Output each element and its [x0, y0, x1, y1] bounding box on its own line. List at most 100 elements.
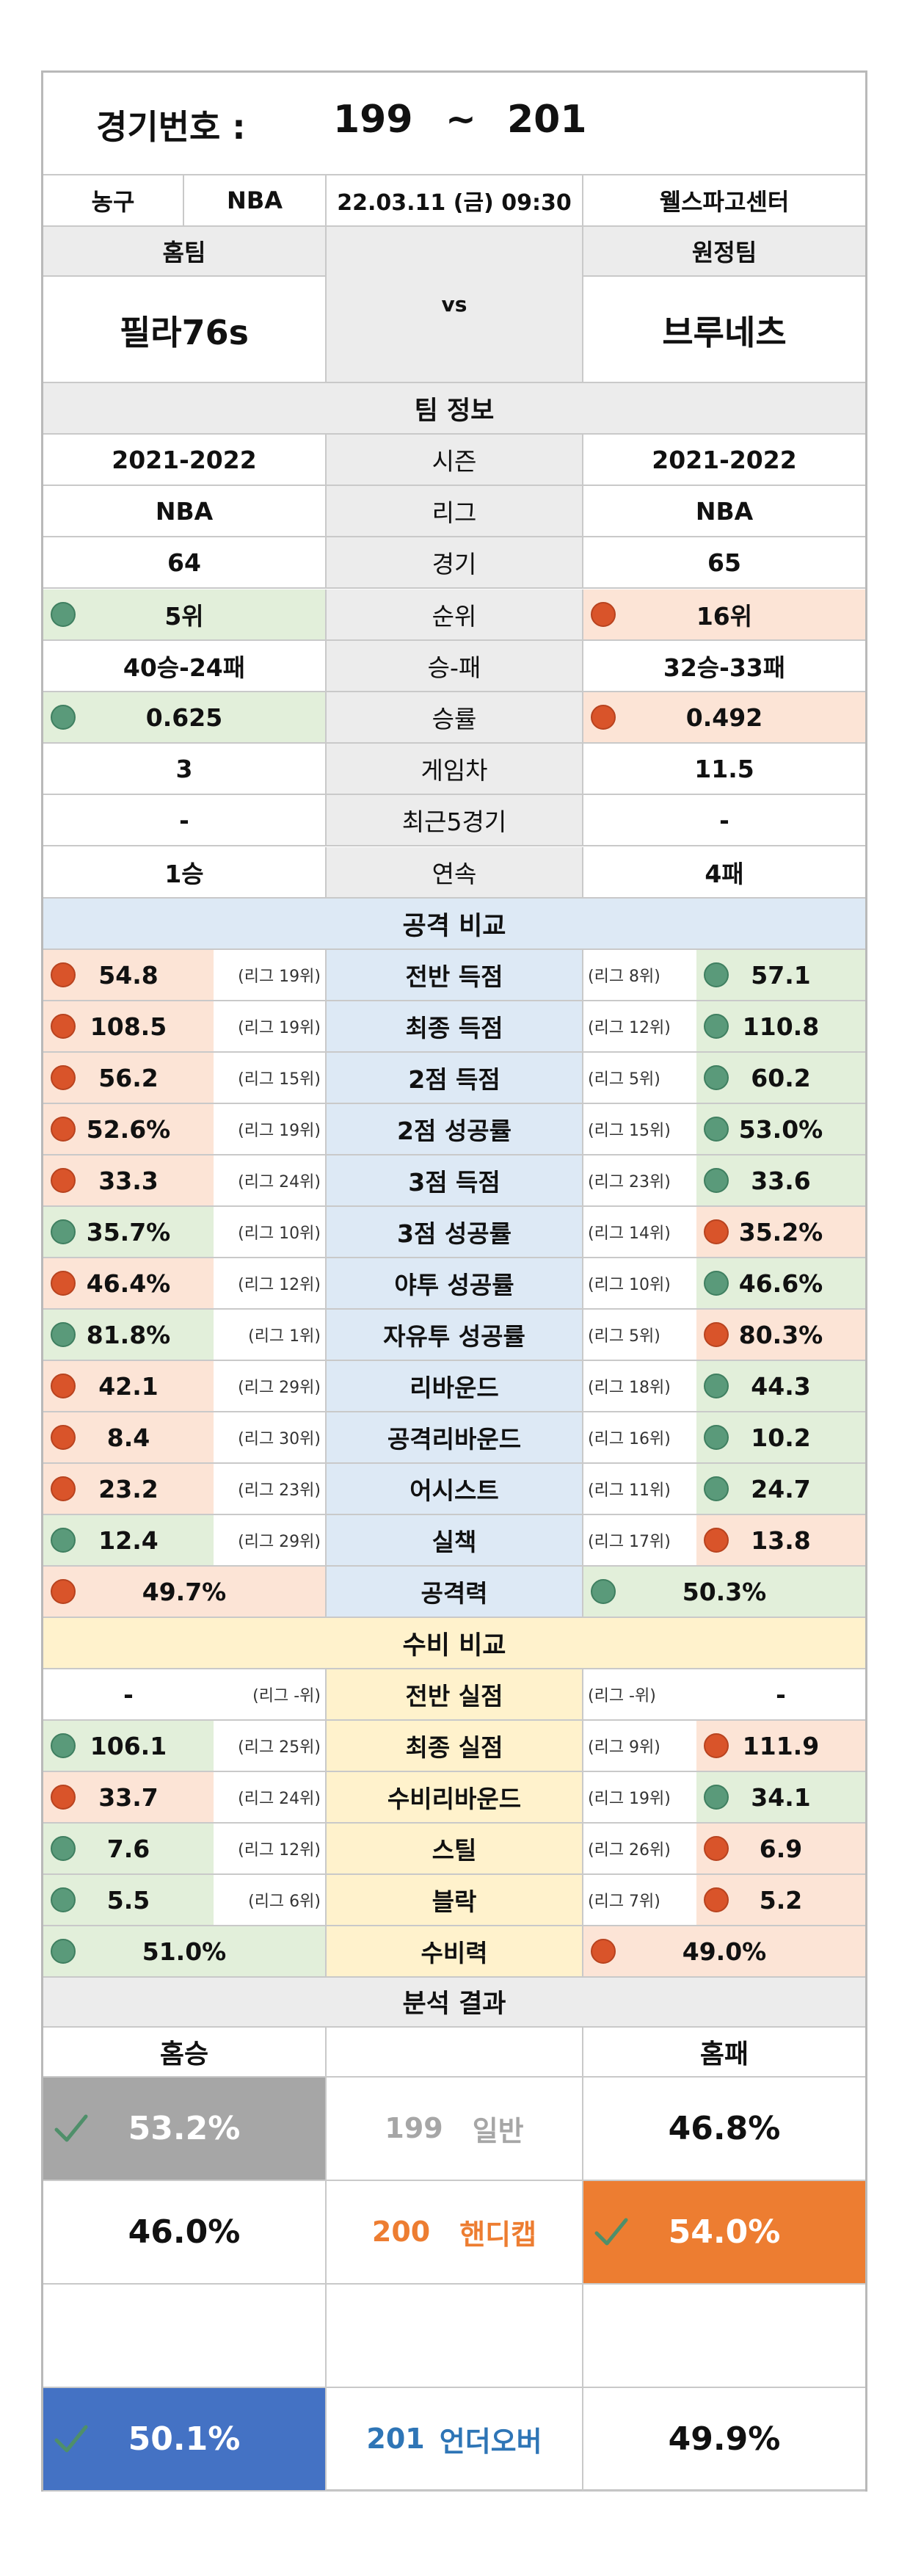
home-league-rank: (리그 12위)	[214, 1258, 327, 1308]
home-win-probability: 50.1%	[43, 2387, 327, 2490]
away-status-dot	[591, 1939, 616, 1964]
stat-label: 전반 득점	[327, 950, 583, 1000]
home-status-dot	[51, 1168, 76, 1193]
sport-cell: 농구	[43, 175, 184, 225]
blank-cell	[327, 2284, 583, 2387]
home-status-dot	[51, 1271, 76, 1296]
team-info-row: NBA 리그 NBA	[43, 486, 865, 537]
away-league-rank: (리그 5위)	[588, 1070, 660, 1089]
home-value: -	[123, 1680, 134, 1709]
home-league-rank: (리그 25위)	[214, 1721, 327, 1771]
away-team-name: 브루네츠	[662, 312, 787, 352]
home-league-rank: (리그 19위)	[214, 1001, 327, 1051]
away-league-rank: (리그 14위)	[588, 1224, 671, 1243]
bet-number: 200	[371, 2216, 431, 2249]
away-status-dot	[704, 1322, 729, 1347]
bet-number: 199	[385, 2112, 443, 2145]
attack-stat-row: 54.8 (리그 19위) 전반 득점 (리그 8위) 57.1	[43, 950, 865, 1001]
stat-label: 스틸	[327, 1824, 583, 1873]
stat-label: 수비리바운드	[327, 1772, 583, 1822]
away-status-dot	[704, 1271, 729, 1296]
stat-label: 자유투 성공률	[327, 1310, 583, 1360]
away-status-dot	[704, 1476, 729, 1501]
attack-stat-row: 108.5 (리그 19위) 최종 득점 (리그 12위) 110.8	[43, 1001, 865, 1053]
league-cell: NBA	[184, 175, 327, 225]
defense-title-text: 수비 비교	[402, 1630, 506, 1661]
away-total: 50.3%	[583, 1567, 865, 1617]
away-league-rank: (리그 15위)	[588, 1122, 671, 1140]
stat-label: 순위	[327, 589, 583, 639]
total-label: 수비력	[327, 1926, 583, 1976]
home-league-rank: (리그 30위)	[214, 1412, 327, 1462]
away-status-dot	[704, 1168, 729, 1193]
home-status-dot	[51, 1117, 76, 1142]
home-status-dot	[51, 1579, 76, 1604]
away-team-stat: 4패	[705, 860, 744, 888]
stat-label: 전반 실점	[327, 1669, 583, 1719]
away-league-rank: (리그 9위)	[588, 1738, 660, 1757]
stat-label: 최종 득점	[327, 1001, 583, 1051]
home-loss-probability: 46.8%	[668, 2109, 781, 2147]
away-status-dot	[704, 1836, 729, 1861]
home-win-probability: 46.0%	[43, 2180, 327, 2283]
total-label: 공격력	[327, 1567, 583, 1617]
attack-stat-row: 56.2 (리그 15위) 2점 득점 (리그 5위) 60.2	[43, 1053, 865, 1104]
home-league-rank: (리그 15위)	[214, 1053, 327, 1103]
team-info-row: - 최근5경기 -	[43, 795, 865, 846]
away-team-stat: 65	[707, 548, 741, 577]
blank-cell	[583, 2285, 865, 2387]
home-team-stat: NBA	[43, 486, 327, 536]
team-info-row: 3 게임차 11.5	[43, 744, 865, 795]
team-info-row: 2021-2022 시즌 2021-2022	[43, 435, 865, 486]
blank-cell	[43, 2284, 327, 2387]
bet-type-cell: 199 일반	[327, 2077, 583, 2180]
teams-row: 홈팀 필라76s vs 원정팀 브루네츠	[43, 227, 865, 383]
home-loss-probability: 49.9%	[668, 2420, 781, 2458]
match-number-header: 경기번호 : 199 ~ 201	[43, 73, 865, 175]
away-value: 110.8	[696, 1001, 865, 1051]
away-status-dot	[591, 602, 616, 627]
away-league-rank: (리그 11위)	[588, 1481, 671, 1500]
bet-type-name: 핸디캡	[459, 2218, 537, 2251]
home-status-dot	[51, 1939, 76, 1964]
defense-section-title: 수비 비교	[43, 1618, 865, 1669]
home-team-stat: 1승	[43, 847, 327, 897]
home-status-dot	[51, 1065, 76, 1090]
team-info-row: 1승 연속 4패	[43, 847, 865, 899]
home-status-dot	[51, 602, 76, 627]
away-status-dot	[704, 1785, 729, 1810]
away-league-rank: (리그 12위)	[588, 1019, 671, 1037]
stat-label: 3점 성공률	[327, 1207, 583, 1257]
home-status-dot	[51, 1528, 76, 1553]
match-card: 경기번호 : 199 ~ 201 농구 NBA 22.03.11 (금) 09:…	[41, 70, 867, 2492]
away-total: 49.0%	[583, 1926, 865, 1976]
stat-label: 2점 성공률	[327, 1104, 583, 1154]
analysis-blank-row	[43, 2284, 865, 2388]
away-status-dot	[704, 1528, 729, 1553]
away-league-rank: (리그 5위)	[588, 1327, 660, 1346]
home-loss-label: 홈패	[699, 2039, 749, 2069]
stat-label: 최근5경기	[327, 795, 583, 845]
home-status-dot	[51, 1322, 76, 1347]
attack-stat-row: 23.2 (리그 23위) 어시스트 (리그 11위) 24.7	[43, 1464, 865, 1515]
home-status-dot	[51, 1425, 76, 1450]
stat-label: 리그	[327, 486, 583, 536]
home-league-rank: (리그 19위)	[214, 950, 327, 1000]
home-total: 51.0%	[43, 1926, 327, 1976]
home-league-rank: (리그 6위)	[214, 1875, 327, 1925]
home-team-stat: 40승-24패	[43, 641, 327, 691]
attack-stat-row: 46.4% (리그 12위) 야투 성공률 (리그 10위) 46.6%	[43, 1258, 865, 1310]
away-league-rank: (리그 23위)	[588, 1173, 671, 1191]
home-league-rank: (리그 10위)	[214, 1207, 327, 1257]
home-team-stat: 5위	[43, 589, 327, 639]
home-league-rank: (리그 -위)	[214, 1669, 327, 1719]
bet-number: 201	[366, 2423, 425, 2456]
away-value: -	[776, 1680, 786, 1709]
away-team-stat: -	[719, 805, 729, 835]
stat-label: 블락	[327, 1875, 583, 1925]
attack-stat-row: 33.3 (리그 24위) 3점 득점 (리그 23위) 33.6	[43, 1155, 865, 1207]
home-status-dot	[51, 1014, 76, 1039]
team-info-row: 64 경기 65	[43, 537, 865, 589]
home-status-dot	[51, 1476, 76, 1501]
analysis-result-row: 50.1% 201 언더오버 49.9%	[43, 2387, 865, 2492]
